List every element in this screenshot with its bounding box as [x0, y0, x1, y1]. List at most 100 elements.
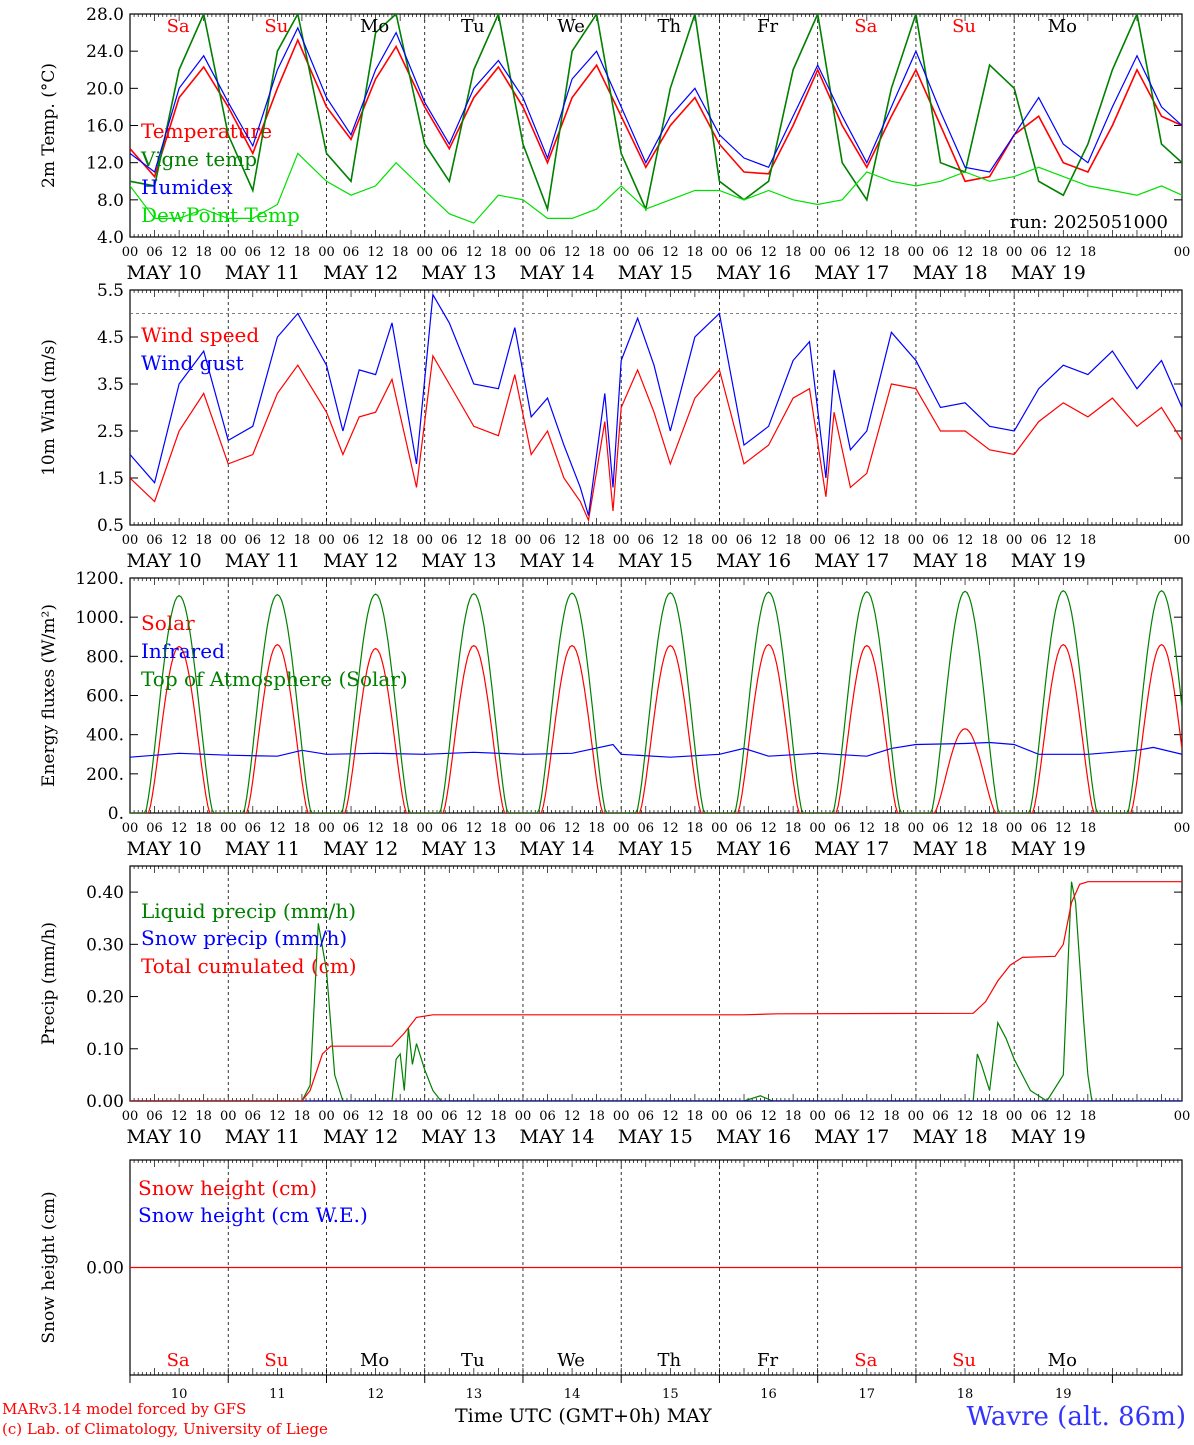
y-tick-label: 2.5 [97, 422, 124, 442]
hour-tick-label: 18 [490, 1109, 507, 1124]
hour-tick-label: 00 [122, 821, 139, 836]
y-tick-label: 200. [86, 765, 124, 785]
hour-tick-label: 18 [1080, 821, 1097, 836]
hour-tick-label: 18 [883, 533, 900, 548]
hour-tick-label: 12 [662, 245, 679, 260]
hour-tick-label: 12 [466, 245, 483, 260]
hour-tick-label: 00 [1006, 533, 1023, 548]
day-name-bottom: Sa [167, 1350, 190, 1371]
series-line-solar [130, 643, 1182, 813]
hour-tick-label: 06 [932, 1109, 949, 1124]
series-line-humidex [130, 26, 1182, 174]
panel-1: 4.0 8.0 12.0 16.0 20.0 24.0 28.0 2m Temp. (°C) 0… [39, 5, 1190, 284]
hour-tick-label: 12 [662, 821, 679, 836]
hour-tick-label: 18 [392, 821, 409, 836]
lab-credit: (c) Lab. of Climatology, University of L… [2, 1420, 328, 1438]
date-label: MAY 15 [618, 1126, 693, 1148]
hour-tick-label: 00 [515, 1109, 532, 1124]
hour-tick-label: 06 [146, 1109, 163, 1124]
hour-tick-label: 06 [637, 533, 654, 548]
date-label: MAY 18 [912, 838, 987, 860]
legend-entry: Infrared [141, 639, 225, 663]
hour-tick-label: 00 [515, 245, 532, 260]
hour-tick-label: 12 [957, 533, 974, 548]
hour-tick-label: 12 [859, 245, 876, 260]
hour-tick-label: 12 [760, 245, 777, 260]
y-tick-label: 5.5 [97, 281, 124, 301]
day-name-top: Sa [167, 16, 190, 37]
y-tick-label: 8.0 [97, 191, 124, 211]
date-label: MAY 18 [912, 1126, 987, 1148]
hour-tick-label: 06 [539, 245, 556, 260]
date-label: MAY 17 [814, 1126, 889, 1148]
day-name-bottom: Su [952, 1350, 976, 1371]
hour-tick-label: 00 [613, 245, 630, 260]
day-number: 19 [1055, 1387, 1072, 1402]
day-name-top: We [557, 16, 585, 37]
station-title: Wavre (alt. 86m) [966, 1402, 1186, 1432]
hour-tick-label: 12 [760, 821, 777, 836]
date-label: MAY 18 [912, 262, 987, 284]
series-line-vigne-temp [130, 14, 1182, 213]
hour-tick-label: 12 [269, 245, 286, 260]
hour-tick-label: 00 [220, 821, 237, 836]
date-label: MAY 14 [519, 838, 594, 860]
series-line-top-of-atmosphere-solar- [130, 589, 1182, 813]
date-label: MAY 13 [421, 838, 496, 860]
hour-tick-label: 06 [539, 533, 556, 548]
hour-tick-label: 12 [1055, 533, 1072, 548]
date-label: MAY 11 [225, 550, 300, 572]
hour-tick-label: 00 [908, 533, 925, 548]
hour-tick-label: 18 [687, 245, 704, 260]
day-name-bottom: Fr [757, 1350, 778, 1371]
run-annotation: run: 2025051000 [1010, 212, 1168, 233]
hour-tick-label: 06 [146, 245, 163, 260]
legend-entry: Top of Atmosphere (Solar) [141, 667, 408, 691]
hour-tick-label: 06 [736, 533, 753, 548]
hour-tick-label: 12 [269, 1109, 286, 1124]
date-label: MAY 12 [323, 838, 398, 860]
day-number: 12 [367, 1387, 384, 1402]
day-name-top: Su [952, 16, 976, 37]
hour-tick-label: 12 [367, 245, 384, 260]
hour-tick-label: 06 [1030, 533, 1047, 548]
date-label: MAY 11 [225, 1126, 300, 1148]
date-label: MAY 18 [912, 550, 987, 572]
date-label: MAY 19 [1011, 550, 1086, 572]
hour-tick-label: 12 [859, 533, 876, 548]
date-label: MAY 11 [225, 262, 300, 284]
legend-entry: Liquid precip (mm/h) [141, 899, 356, 923]
y-tick-label: 0.5 [97, 516, 124, 536]
legend-entry: Total cumulated (cm) [141, 954, 357, 978]
hour-tick-label: 18 [981, 533, 998, 548]
model-credit: MARv3.14 model forced by GFS [2, 1400, 247, 1418]
hour-tick-label: 12 [760, 1109, 777, 1124]
hour-tick-label: 18 [883, 1109, 900, 1124]
hour-tick-label: 12 [957, 821, 974, 836]
hour-tick-label: 18 [294, 245, 311, 260]
day-name-bottom: Tu [461, 1350, 485, 1371]
hour-tick-label: 18 [981, 245, 998, 260]
legend-entry: Wind gust [141, 351, 244, 375]
date-label: MAY 19 [1011, 1126, 1086, 1148]
hour-tick-label: 18 [490, 821, 507, 836]
hour-tick-label: 00 [809, 821, 826, 836]
hour-tick-label: 00 [416, 1109, 433, 1124]
hour-tick-label: 18 [490, 533, 507, 548]
hour-tick-label: 18 [687, 1109, 704, 1124]
hour-tick-label: 00 [318, 1109, 335, 1124]
hour-tick-label: 00 [809, 533, 826, 548]
hour-tick-label: 12 [957, 1109, 974, 1124]
hour-tick-label: 00 [318, 821, 335, 836]
hour-tick-label: 12 [367, 1109, 384, 1124]
date-label: MAY 13 [421, 1126, 496, 1148]
hour-tick-label: 06 [441, 533, 458, 548]
y-tick-label: 4.0 [97, 228, 124, 248]
panel-3: 0. 200. 400. 600. 800. 1000. 1200. Energy fluxe… [39, 569, 1190, 860]
hour-tick-label: 18 [785, 1109, 802, 1124]
date-label: MAY 15 [618, 550, 693, 572]
hour-tick-label: 18 [981, 821, 998, 836]
hour-tick-label: 00 [122, 533, 139, 548]
y-tick-label: 0.20 [86, 988, 124, 1008]
